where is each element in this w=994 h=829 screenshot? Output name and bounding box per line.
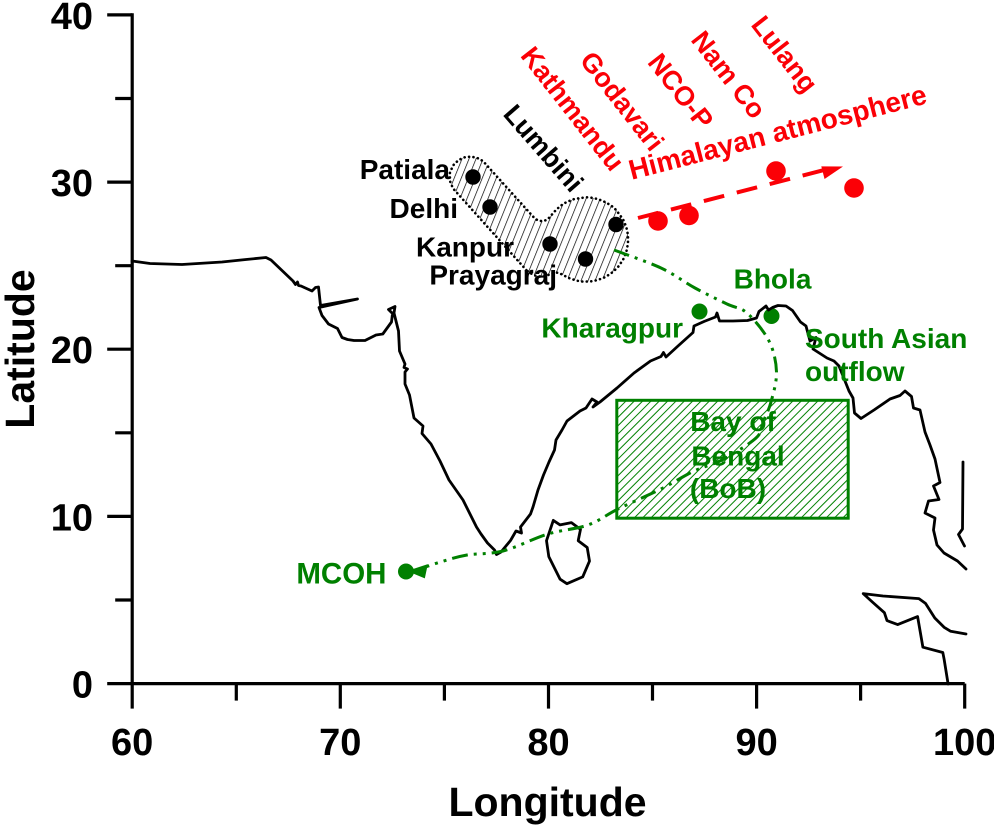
svg-text:80: 80 — [527, 722, 569, 764]
svg-text:30: 30 — [51, 163, 93, 205]
svg-text:100: 100 — [933, 722, 994, 764]
svg-text:10: 10 — [51, 497, 93, 539]
svg-text:40: 40 — [51, 0, 93, 38]
svg-text:(BoB): (BoB) — [690, 473, 766, 504]
svg-text:90: 90 — [735, 722, 777, 764]
svg-text:Bengal: Bengal — [691, 441, 784, 472]
svg-text:70: 70 — [319, 722, 361, 764]
svg-text:South Asian: South Asian — [805, 323, 967, 354]
svg-text:Bhola: Bhola — [734, 264, 812, 295]
svg-text:Prayagraj: Prayagraj — [429, 260, 557, 291]
svg-text:0: 0 — [72, 665, 93, 707]
svg-text:Kanpur: Kanpur — [416, 232, 514, 263]
svg-text:MCOH: MCOH — [296, 558, 386, 591]
svg-text:outflow: outflow — [805, 356, 905, 387]
svg-text:Delhi: Delhi — [390, 193, 458, 224]
svg-text:Longitude: Longitude — [448, 779, 646, 825]
svg-text:60: 60 — [111, 722, 153, 764]
svg-text:Kharagpur: Kharagpur — [541, 313, 683, 344]
svg-text:Bay of: Bay of — [690, 406, 776, 437]
svg-text:Latitude: Latitude — [0, 269, 43, 428]
svg-text:Patiala: Patiala — [360, 154, 451, 185]
svg-text:20: 20 — [51, 330, 93, 372]
